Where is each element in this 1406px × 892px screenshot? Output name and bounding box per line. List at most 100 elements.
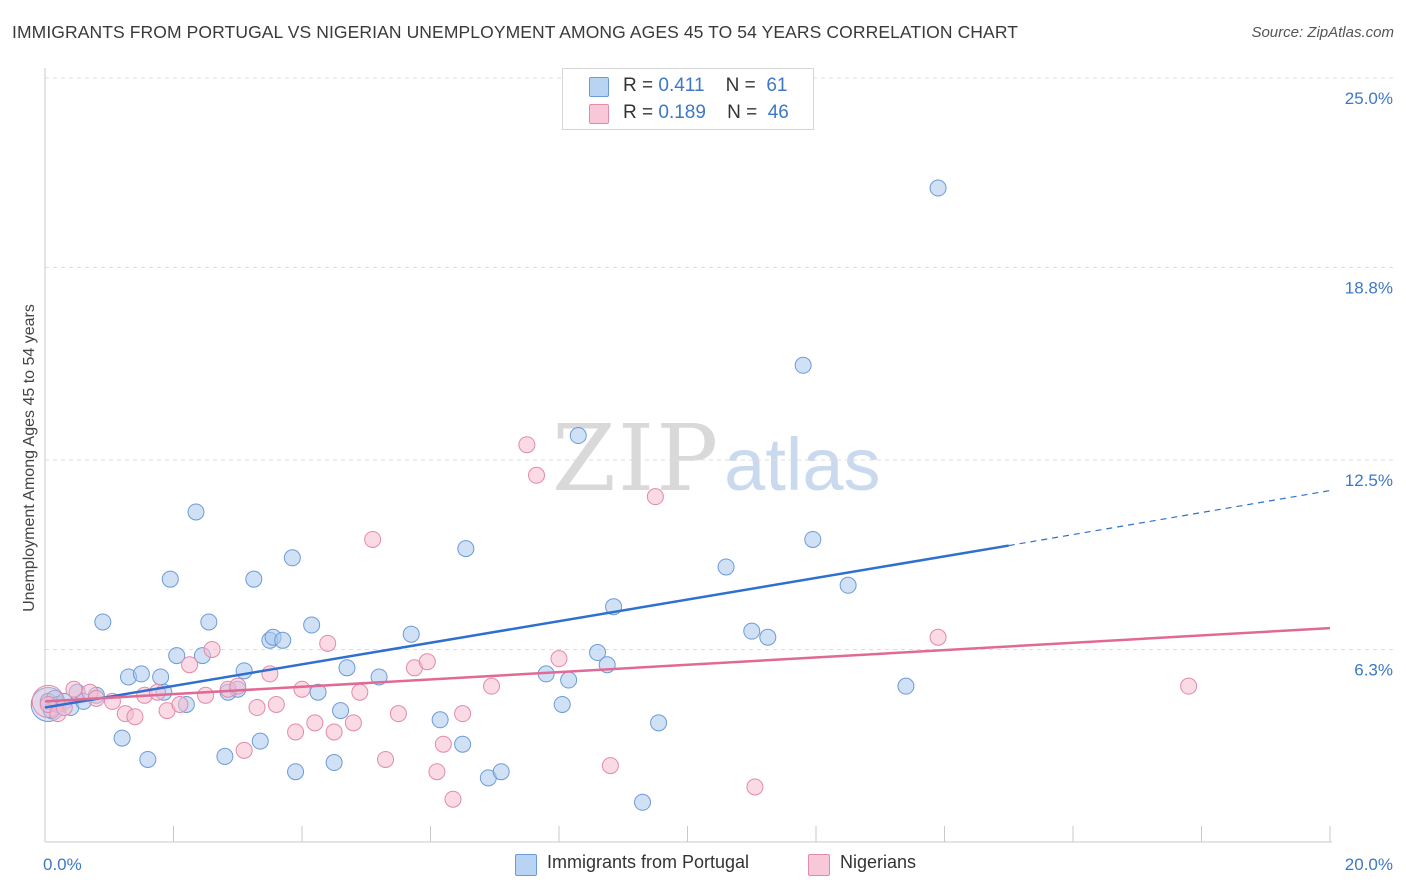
data-point xyxy=(492,763,510,781)
data-point xyxy=(293,680,311,698)
data-point xyxy=(344,714,362,732)
axes xyxy=(44,68,1332,843)
data-point xyxy=(171,695,189,713)
data-point xyxy=(1180,677,1198,695)
data-point xyxy=(306,714,324,732)
data-point xyxy=(402,625,420,643)
data-point xyxy=(251,732,269,750)
data-point xyxy=(444,790,462,808)
data-point xyxy=(428,763,446,781)
data-point xyxy=(550,650,568,668)
data-point xyxy=(113,729,131,747)
data-point xyxy=(457,540,475,558)
data-point xyxy=(646,488,664,506)
data-point xyxy=(743,622,761,640)
data-point xyxy=(929,179,947,197)
legend-r-label: R = xyxy=(623,102,654,123)
x-tick-label: 0.0% xyxy=(43,855,82,874)
data-point xyxy=(325,723,343,741)
y-tick-label: 12.5% xyxy=(1345,471,1393,490)
legend-swatch-nigerians xyxy=(589,104,609,124)
data-point xyxy=(216,747,234,765)
legend-n-label: N = xyxy=(725,75,756,96)
data-point xyxy=(553,695,571,713)
legend-label-portugal: Immigrants from Portugal xyxy=(547,852,750,872)
axis-ticks: 6.3% 12.5% 18.8% 25.0% 0.0% 20.0% xyxy=(43,89,1393,874)
data-point xyxy=(181,656,199,674)
correlation-legend: R = 0.411 N = 61 R = 0.189 N = 46 xyxy=(562,68,814,130)
data-point xyxy=(187,503,205,521)
legend-label-nigerians: Nigerians xyxy=(840,852,917,872)
data-point xyxy=(560,671,578,689)
data-point xyxy=(351,683,369,701)
data-point xyxy=(601,757,619,775)
data-point xyxy=(319,634,337,652)
data-point xyxy=(717,558,735,576)
data-point xyxy=(203,640,221,658)
data-point xyxy=(267,695,285,713)
data-point xyxy=(518,436,536,454)
data-point xyxy=(152,668,170,686)
data-point xyxy=(309,683,327,701)
y-tick-label: 6.3% xyxy=(1354,660,1393,679)
series-legend: Immigrants from Portugal Nigerians xyxy=(0,850,1406,878)
data-point xyxy=(94,613,112,631)
y-tick-label: 25.0% xyxy=(1345,89,1393,108)
data-point xyxy=(746,778,764,796)
data-point xyxy=(287,723,305,741)
data-point xyxy=(65,680,83,698)
data-point xyxy=(897,677,915,695)
data-point xyxy=(377,750,395,768)
data-point xyxy=(431,711,449,729)
data-point xyxy=(245,570,263,588)
legend-n-value: 61 xyxy=(766,75,788,96)
source-credit: Source: ZipAtlas.com xyxy=(1251,24,1394,41)
data-point xyxy=(55,699,73,717)
legend-n-value: 46 xyxy=(767,102,789,123)
legend-swatch-nigerians xyxy=(808,854,830,876)
data-point xyxy=(274,631,292,649)
data-point xyxy=(389,705,407,723)
data-point xyxy=(235,741,253,759)
chart-title: IMMIGRANTS FROM PORTUGAL VS NIGERIAN UNE… xyxy=(12,22,1019,42)
data-point xyxy=(839,576,857,594)
data-point xyxy=(287,763,305,781)
data-point xyxy=(804,530,822,548)
data-point xyxy=(283,549,301,567)
data-point xyxy=(303,616,321,634)
legend-r-value: 0.189 xyxy=(658,102,706,123)
x-tick-label: 20.0% xyxy=(1345,855,1393,874)
data-point xyxy=(483,677,501,695)
data-point xyxy=(132,665,150,683)
data-point xyxy=(168,647,186,665)
data-point xyxy=(528,466,546,484)
legend-r-value: 0.411 xyxy=(658,75,705,96)
data-point xyxy=(200,613,218,631)
data-point xyxy=(759,628,777,646)
legend-swatch-portugal xyxy=(515,854,537,876)
series-nigerians-points xyxy=(31,436,1198,808)
data-point xyxy=(248,699,266,717)
data-point xyxy=(332,702,350,720)
data-point xyxy=(454,705,472,723)
data-point xyxy=(434,735,452,753)
data-point xyxy=(325,754,343,772)
data-point xyxy=(338,659,356,677)
data-point xyxy=(454,735,472,753)
legend-n-label: N = xyxy=(727,102,758,123)
data-point xyxy=(197,686,215,704)
trend-line-portugal xyxy=(44,544,1009,709)
data-point xyxy=(139,750,157,768)
data-point xyxy=(929,628,947,646)
data-point xyxy=(634,793,652,811)
trend-lines xyxy=(44,489,1331,709)
data-point xyxy=(650,714,668,732)
data-point xyxy=(126,708,144,726)
trend-line-nigerians xyxy=(44,626,1331,703)
data-point xyxy=(418,653,436,671)
data-point xyxy=(569,427,587,445)
y-tick-label: 18.8% xyxy=(1345,278,1393,297)
data-point xyxy=(794,356,812,374)
legend-swatch-portugal xyxy=(589,77,609,97)
